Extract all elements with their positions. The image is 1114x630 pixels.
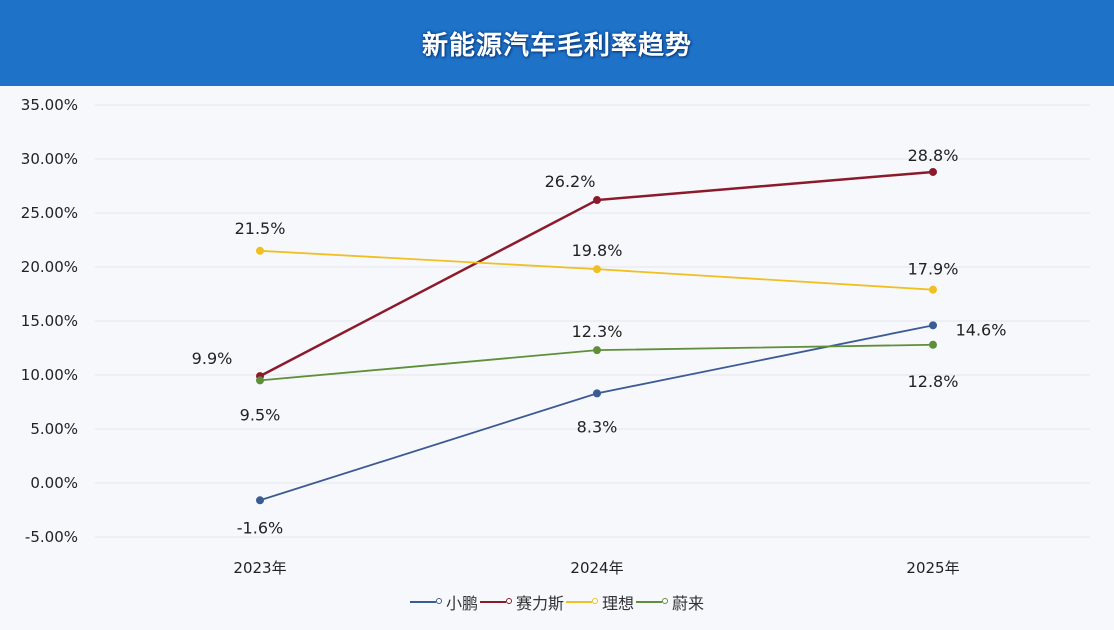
y-tick-label: 35.00% bbox=[21, 96, 78, 114]
data-point bbox=[593, 265, 601, 274]
line-chart: -5.00% 0.00% 5.00% 10.00% 15.00% 20.00% 25.00%… bbox=[21, 96, 1090, 577]
data-point bbox=[593, 196, 601, 205]
y-tick-label: 25.00% bbox=[21, 204, 78, 222]
data-label: 12.3% bbox=[572, 322, 623, 341]
legend-line-marker-icon bbox=[479, 597, 512, 607]
legend-line-marker-icon bbox=[636, 597, 669, 607]
y-tick-label: 5.00% bbox=[30, 420, 78, 438]
legend-line-marker-icon bbox=[409, 597, 442, 607]
legend-item[interactable]: 小鹏 bbox=[409, 590, 478, 614]
legend-label: 小鹏 bbox=[445, 594, 478, 613]
legend-label: 理想 bbox=[602, 594, 635, 613]
data-label: 12.8% bbox=[908, 372, 959, 391]
data-label: 9.5% bbox=[240, 405, 281, 424]
data-point bbox=[929, 340, 937, 349]
data-point bbox=[593, 346, 601, 355]
y-tick-label: 30.00% bbox=[21, 150, 78, 168]
y-tick-label: 15.00% bbox=[21, 312, 78, 330]
legend-line-marker-icon bbox=[566, 597, 598, 607]
legend-label: 赛力斯 bbox=[515, 594, 564, 613]
plot-area: -5.00% 0.00% 5.00% 10.00% 15.00% 20.00% 25.00%… bbox=[0, 86, 1114, 626]
legend-item[interactable]: 蔚来 bbox=[636, 590, 704, 614]
y-tick-label: 0.00% bbox=[30, 474, 78, 492]
legend-label: 蔚来 bbox=[672, 594, 705, 613]
x-tick-label: 2024年 bbox=[570, 559, 623, 577]
data-label: 21.5% bbox=[235, 219, 286, 238]
chart-legend: 小鹏 赛力斯 理想 蔚来 bbox=[0, 590, 1114, 614]
data-label: 14.6% bbox=[956, 320, 1007, 339]
data-point bbox=[929, 167, 937, 176]
data-point bbox=[593, 389, 601, 398]
data-point bbox=[929, 321, 937, 330]
y-tick-label: -5.00% bbox=[25, 528, 78, 546]
y-tick-label: 10.00% bbox=[21, 366, 78, 384]
data-point bbox=[256, 376, 264, 385]
data-label: 28.8% bbox=[908, 146, 959, 165]
x-tick-label: 2023年 bbox=[233, 559, 286, 577]
data-point bbox=[929, 285, 937, 294]
chart-header: 新能源汽车毛利率趋势 bbox=[0, 0, 1114, 86]
x-tick-label: 2025年 bbox=[906, 559, 959, 577]
data-label: 26.2% bbox=[545, 172, 596, 191]
data-label: 19.8% bbox=[572, 241, 623, 260]
legend-item[interactable]: 理想 bbox=[566, 590, 634, 614]
data-point bbox=[256, 246, 264, 255]
y-tick-label: 20.00% bbox=[21, 258, 78, 276]
data-label: 8.3% bbox=[577, 417, 618, 436]
data-label: 9.9% bbox=[192, 349, 233, 368]
data-label: -1.6% bbox=[237, 518, 283, 537]
chart-title: 新能源汽车毛利率趋势 bbox=[421, 30, 692, 61]
data-label: 17.9% bbox=[908, 260, 959, 279]
data-point bbox=[256, 496, 264, 505]
legend-item[interactable]: 赛力斯 bbox=[479, 590, 564, 614]
